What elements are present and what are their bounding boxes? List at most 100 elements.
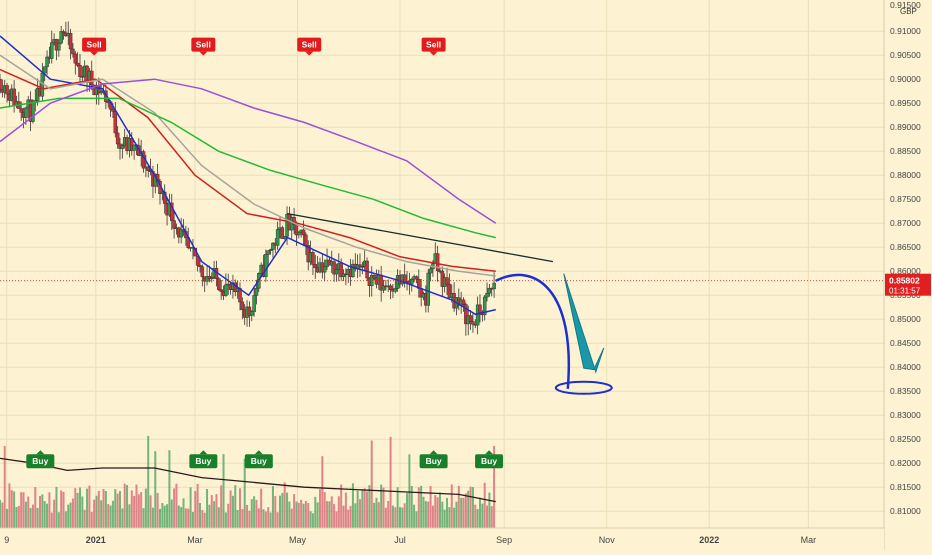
volume-bar <box>187 508 190 528</box>
volume-bar <box>17 505 20 528</box>
volume-bar <box>337 496 340 528</box>
candle-body <box>132 144 136 151</box>
candle-body <box>341 273 346 278</box>
volume-bar <box>201 509 204 528</box>
volume-bar <box>220 485 223 528</box>
buy-signal: Buy <box>189 450 218 469</box>
y-tick-label: 0.82000 <box>890 458 921 468</box>
volume-bar <box>177 505 180 528</box>
candle-body <box>250 311 254 316</box>
candle-body <box>381 285 386 291</box>
candle-body <box>57 42 61 51</box>
candle-body <box>179 229 183 238</box>
volume-bar <box>224 512 227 528</box>
x-tick-label: Jul <box>394 535 406 545</box>
x-tick-label: Mar <box>187 535 203 545</box>
volume-bar <box>196 483 199 528</box>
y-tick-label: 0.83500 <box>890 386 921 396</box>
volume-bar <box>128 504 131 528</box>
volume-bar <box>161 503 164 528</box>
volume-bar <box>107 504 110 528</box>
volume-bar <box>288 501 291 528</box>
candle-body <box>0 78 2 91</box>
candle-body <box>322 266 327 273</box>
candle-body <box>240 301 245 311</box>
volume-bar <box>163 505 166 528</box>
sell-signal-box <box>421 37 446 52</box>
volume-bar <box>366 491 369 528</box>
price-tag-value: 0.85802 <box>889 276 920 286</box>
buy-signal-box <box>26 454 55 469</box>
y-tick-label: 0.82500 <box>890 434 921 444</box>
candle-body <box>426 272 430 306</box>
volume-bar <box>260 488 263 528</box>
buy-signal: Buy <box>475 450 504 469</box>
volume-bar <box>417 487 420 528</box>
buy-signal-label: Buy <box>251 456 267 466</box>
y-tick-label: 0.86000 <box>890 266 921 276</box>
volume-bar <box>246 505 249 528</box>
y-tick-label: 0.88000 <box>890 170 921 180</box>
time-axis-background <box>0 528 884 550</box>
candle-body <box>461 299 466 305</box>
volume-bar <box>74 488 77 528</box>
volume-bar <box>443 509 446 528</box>
volume-bar <box>455 501 458 528</box>
volume-bar <box>283 482 286 528</box>
volume-bar <box>403 503 406 528</box>
candle-body <box>471 321 475 325</box>
volume-bar <box>335 511 338 528</box>
volume-bar <box>38 495 41 528</box>
sell-signal-pointer <box>199 51 208 56</box>
volume-bar <box>427 501 430 528</box>
volume-bar <box>31 504 34 528</box>
candle-body <box>254 287 259 296</box>
volume-bar <box>457 485 460 528</box>
volume-bar <box>342 505 345 528</box>
volume-bar <box>264 511 267 528</box>
volume-bar <box>347 509 350 528</box>
y-tick-label-top: 0.91500 <box>890 0 921 10</box>
candle-body <box>217 278 221 290</box>
volume-bar <box>100 500 103 528</box>
volume-bar <box>450 484 453 528</box>
volume-bar <box>358 499 361 528</box>
candle-body <box>271 242 275 250</box>
candle-body <box>266 250 270 255</box>
buy-signal-pointer <box>199 450 208 455</box>
y-tick-label: 0.89000 <box>890 122 921 132</box>
x-tick-label: 9 <box>4 535 9 545</box>
volume-bar <box>67 504 70 528</box>
volume-bar <box>104 491 107 528</box>
volume-bar <box>290 508 293 528</box>
volume-bar <box>281 492 284 528</box>
volume-bar <box>55 486 58 528</box>
volume-bar <box>29 507 32 528</box>
volume-bar <box>293 494 296 528</box>
volume-bar <box>340 484 343 528</box>
volume-bar <box>22 492 25 528</box>
y-tick-label: 0.83000 <box>890 410 921 420</box>
volume-bar <box>238 488 241 528</box>
volume-bar <box>328 501 331 528</box>
volume-bar <box>191 512 194 528</box>
volume-bar <box>368 485 371 528</box>
volume-bar <box>93 499 96 528</box>
volume-bar <box>60 490 63 528</box>
sell-signal-pointer <box>90 51 99 56</box>
volume-bar <box>229 490 232 528</box>
volume-bar <box>257 508 260 528</box>
candle-body <box>478 304 482 313</box>
buy-signal-box <box>475 454 504 469</box>
volume-bar <box>318 489 321 528</box>
volume-bar <box>446 497 449 528</box>
y-tick-label: 0.90500 <box>890 50 921 60</box>
buy-signal-box <box>189 454 218 469</box>
volume-bar <box>182 498 185 528</box>
volume-bar <box>295 501 298 528</box>
volume-bar <box>50 512 53 528</box>
candle-body <box>75 62 80 66</box>
